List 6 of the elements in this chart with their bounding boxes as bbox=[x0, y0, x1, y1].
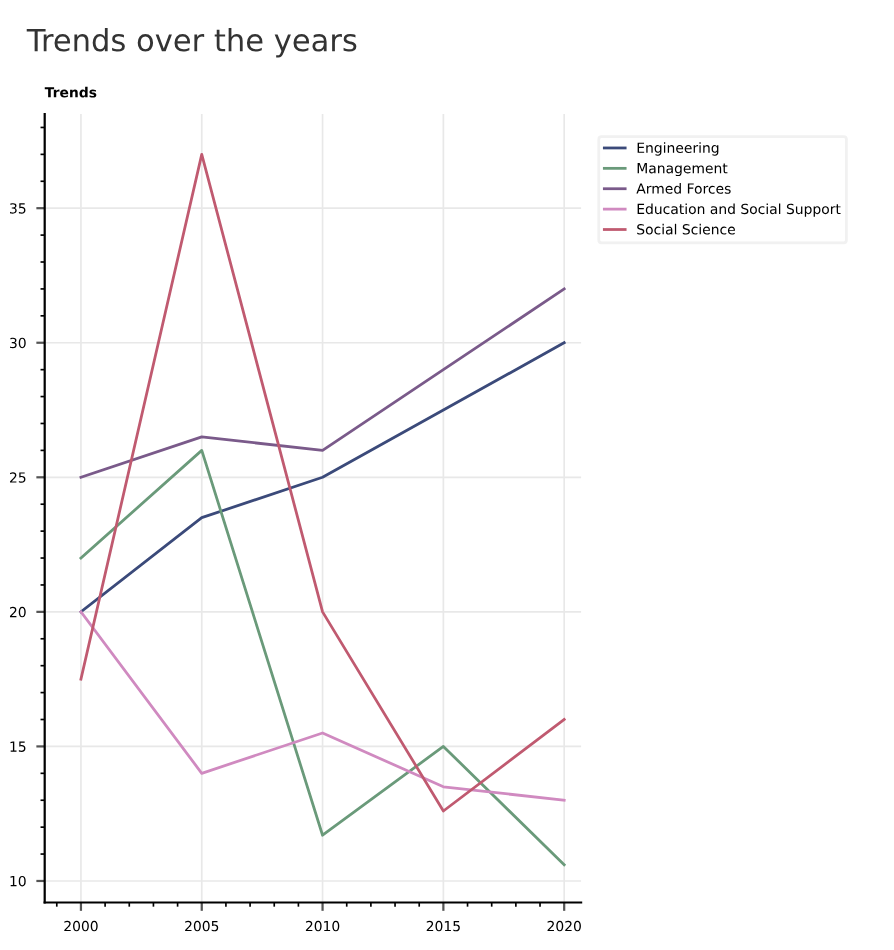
line-series bbox=[79, 287, 566, 479]
line-series bbox=[79, 341, 566, 614]
line-series bbox=[79, 152, 566, 813]
line-series bbox=[79, 449, 566, 867]
line-series bbox=[79, 610, 566, 802]
chart-subtitle: Trends over the years bbox=[26, 27, 357, 58]
